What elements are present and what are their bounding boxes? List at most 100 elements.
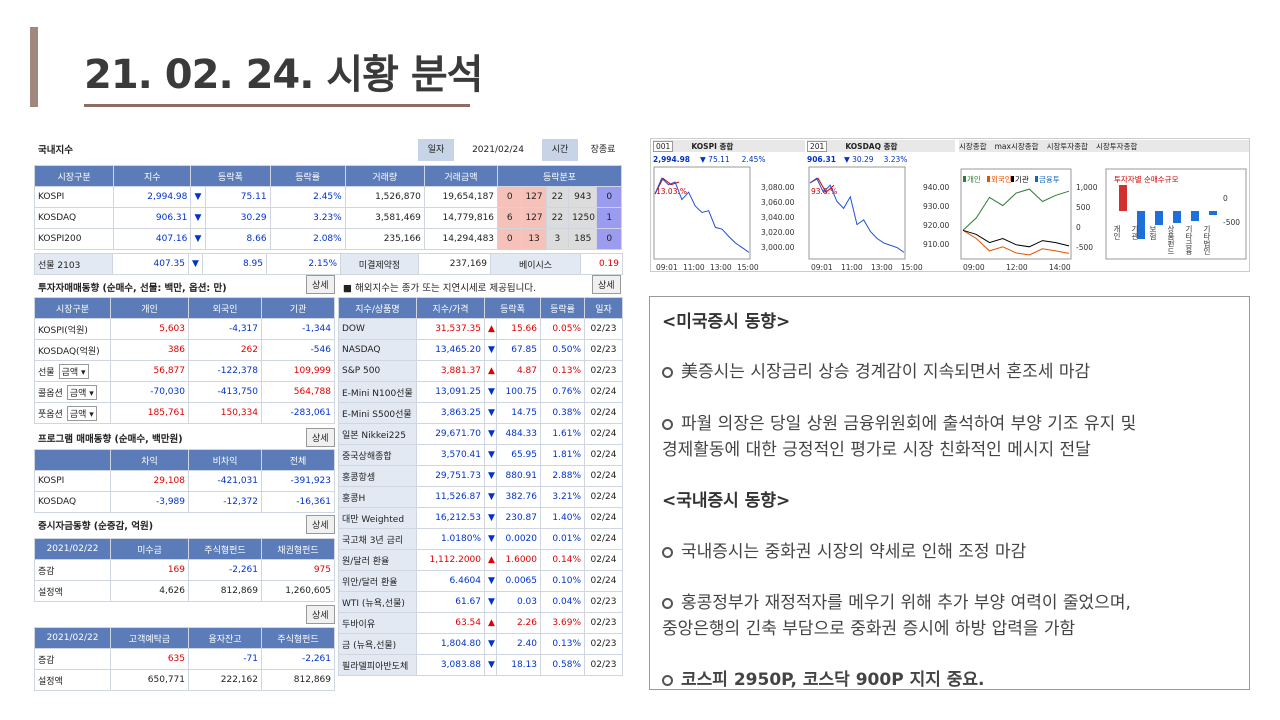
tab-item[interactable]: 시장종합 xyxy=(959,141,987,151)
amount-select[interactable]: 금액 ▾ xyxy=(58,363,89,379)
row-label: KOSDAQ xyxy=(34,491,111,513)
table-row[interactable]: 증감 635 -71 -2,261 xyxy=(34,648,335,670)
row-label: 증감 xyxy=(34,648,111,670)
value-cell: ▲ xyxy=(484,360,497,382)
value-cell: 02/24 xyxy=(584,528,623,550)
netbuy-plot-area xyxy=(1105,168,1247,260)
tab-item[interactable]: 시장투자종합 xyxy=(1046,141,1088,151)
table-row[interactable]: WTI (뉴욕,선물) 61.67 ▼ 0.03 0.04% 02/23 xyxy=(338,591,623,613)
table-row[interactable]: KOSDAQ -3,989 -12,372 -16,361 xyxy=(34,491,335,513)
idx-col-header: 등락분포 xyxy=(497,165,622,187)
value-cell: 1.6000 xyxy=(496,549,541,571)
table-row[interactable]: 일본 Nikkei225 29,671.70 ▼ 484.33 1.61% 02/24 xyxy=(338,423,623,445)
idx-cell: 14,294,483 xyxy=(423,228,499,250)
value-cell: ▼ xyxy=(484,339,497,361)
value-cell: 31,537.35 xyxy=(416,318,485,340)
table-row[interactable]: 필라델피아반도체 3,083.88 ▼ 18.13 0.58% 02/23 xyxy=(338,654,623,676)
row-label-text: 풋옵션 xyxy=(38,409,63,420)
amount-select[interactable]: 금액 ▾ xyxy=(66,405,97,421)
table-row[interactable]: 풋옵션 금액 ▾ 185,761 150,334 -283,061 xyxy=(34,402,335,424)
table-row[interactable]: KOSDAQ(억원) 386 262 -546 xyxy=(34,339,335,361)
col-header: 채권형펀드 xyxy=(261,538,335,560)
table-row[interactable]: 국고채 3년 금리 1.0180% ▼ 0.0020 0.01% 02/24 xyxy=(338,528,623,550)
table-row[interactable]: KOSPI(억원) 5,603 -4,317 -1,344 xyxy=(34,318,335,340)
value-cell: 18.13 xyxy=(496,654,541,676)
kospi-axis-label: 3,080.00 xyxy=(761,183,795,192)
idx-cell: ▼ xyxy=(190,186,206,208)
col-header: 등락폭 xyxy=(484,297,541,319)
table-row[interactable]: 금 (뉴욕,선물) 1,804.80 ▼ 2.40 0.13% 02/23 xyxy=(338,633,623,655)
fund-detail-button[interactable]: 상세 xyxy=(306,515,335,534)
amount-select[interactable]: 금액 ▾ xyxy=(66,384,97,400)
table-row[interactable]: 중국상해종합 3,570.41 ▼ 65.95 1.81% 02/24 xyxy=(338,444,623,466)
idx-row[interactable]: KOSDAQ 906.31 ▼ 30.29 3.23% 3,581,469 14,779,8… xyxy=(33,207,622,229)
value-cell: 02/24 xyxy=(584,444,623,466)
table-row[interactable]: DOW 31,537.35 ▲ 15.66 0.05% 02/23 xyxy=(338,318,623,340)
intraday-charts: 3,080.00 3,060.00 3,040.00 3,020.00 3,000.00… xyxy=(653,166,1247,272)
us-heading: <미국증시 동향> xyxy=(662,312,791,332)
value-cell: 1.0180% xyxy=(416,528,485,550)
idx-cell: KOSDAQ xyxy=(33,207,115,229)
value-cell: 1.61% xyxy=(540,423,585,445)
value-cell: 5,603 xyxy=(110,318,189,340)
idx-row[interactable]: KOSPI 2,994.98 ▼ 75.11 2.45% 1,526,870 19,654,… xyxy=(33,186,622,208)
value-cell: 0.01% xyxy=(540,528,585,550)
futures-cell: 선물 2103 xyxy=(34,253,113,275)
idx-cell: 30.29 xyxy=(204,207,271,229)
value-cell: 2.40 xyxy=(496,633,541,655)
value-cell: 3,570.41 xyxy=(416,444,485,466)
table-row[interactable]: S&P 500 3,881.37 ▲ 4.87 0.13% 02/23 xyxy=(338,360,623,382)
kosdaq-plot-area xyxy=(808,166,906,260)
table-row[interactable]: 대만 Weighted 16,212.53 ▼ 230.87 1.40% 02/24 xyxy=(338,507,623,529)
date-value[interactable]: 2021/02/24 xyxy=(472,145,524,155)
bullet-icon xyxy=(662,367,673,378)
tab-item[interactable]: 시장투자종합 xyxy=(1095,141,1138,151)
futures-cell: 베이시스 xyxy=(490,253,581,275)
value-cell: 3.69% xyxy=(540,612,585,634)
kosdaq-code[interactable]: 201 xyxy=(807,140,828,152)
kospi-code[interactable]: 001 xyxy=(653,140,674,152)
kosdaq-chart-header: 201 KOSDAQ 종합 xyxy=(807,140,955,152)
table-row[interactable]: 두바이유 63.54 ▲ 2.26 3.69% 02/23 xyxy=(338,612,623,634)
overseas-detail-button[interactable]: 상세 xyxy=(592,275,621,294)
value-cell: 812,869 xyxy=(188,580,262,602)
investor-detail-button[interactable]: 상세 xyxy=(306,275,335,294)
program-detail-button[interactable]: 상세 xyxy=(306,428,335,447)
kosdaq-axis-label: 910.00 xyxy=(923,240,949,249)
table-row[interactable]: KOSPI 29,108 -421,031 -391,923 xyxy=(34,470,335,492)
idx-row[interactable]: KOSPI200 407.16 ▼ 8.66 2.08% 235,166 14,294,48… xyxy=(33,228,622,250)
table-row[interactable]: 선물 금액 ▾ 56,877 -122,378 109,999 xyxy=(34,360,335,382)
kospi-pct: 2.45% xyxy=(741,154,766,164)
table-row[interactable]: 설정액 4,626 812,869 1,260,605 xyxy=(34,580,335,602)
investor-title: 투자자매매동향 (순매수, 선물: 백만, 옵션: 만) xyxy=(38,283,227,294)
table-row[interactable]: E-Mini N100선물 13,091.25 ▼ 100.75 0.76% 02/24 xyxy=(338,381,623,403)
table-row[interactable]: 위안/달러 환율 6.4604 ▼ 0.0065 0.10% 02/24 xyxy=(338,570,623,592)
value-cell: -413,750 xyxy=(188,381,262,403)
value-cell: -391,923 xyxy=(261,470,335,492)
col-header: 전체 xyxy=(261,449,335,471)
time-value: 장종료 xyxy=(590,145,616,155)
idx-col-header: 등락폭 xyxy=(190,165,271,187)
table-row[interactable]: E-Mini S500선물 3,863.25 ▼ 14.75 0.38% 02/24 xyxy=(338,402,623,424)
table-row[interactable]: 증감 169 -2,261 975 xyxy=(34,559,335,581)
chart-strip: 001 KOSPI 종합 2,994.98 ▼ 75.11 2.45% 201 … xyxy=(650,138,1250,272)
table-row[interactable]: 홍콩H 11,526.87 ▼ 382.76 3.21% 02/24 xyxy=(338,486,623,508)
table-row[interactable]: NASDAQ 13,465.20 ▼ 67.85 0.50% 02/23 xyxy=(338,339,623,361)
idx-cell: 407.16 xyxy=(113,228,192,250)
futures-cell: 8.95 xyxy=(202,253,267,275)
idx-cell: 2.45% xyxy=(269,186,346,208)
idx-col-header: 지수 xyxy=(113,165,192,187)
table-row[interactable]: 홍콩항셍 29,751.73 ▼ 880.91 2.88% 02/24 xyxy=(338,465,623,487)
fund2-detail-button[interactable]: 상세 xyxy=(306,605,335,624)
table-row[interactable]: 설정액 650,771 222,162 812,869 xyxy=(34,669,335,691)
bullet-icon xyxy=(662,598,673,609)
kosdaq-time-label: 09:01 xyxy=(811,263,833,272)
table-row[interactable]: 콜옵션 금액 ▾ -70,030 -413,750 564,788 xyxy=(34,381,335,403)
tab-item[interactable]: max시장종합 xyxy=(994,141,1039,151)
idx-cell: 19,654,187 xyxy=(423,186,499,208)
table-row[interactable]: 원/달러 환율 1,112.2000 ▲ 1.6000 0.14% 02/24 xyxy=(338,549,623,571)
value-cell: 02/23 xyxy=(584,612,623,634)
time-label: 시간 xyxy=(542,139,578,161)
col-header: 시장구분 xyxy=(34,297,111,319)
legend-swatch xyxy=(963,176,966,182)
